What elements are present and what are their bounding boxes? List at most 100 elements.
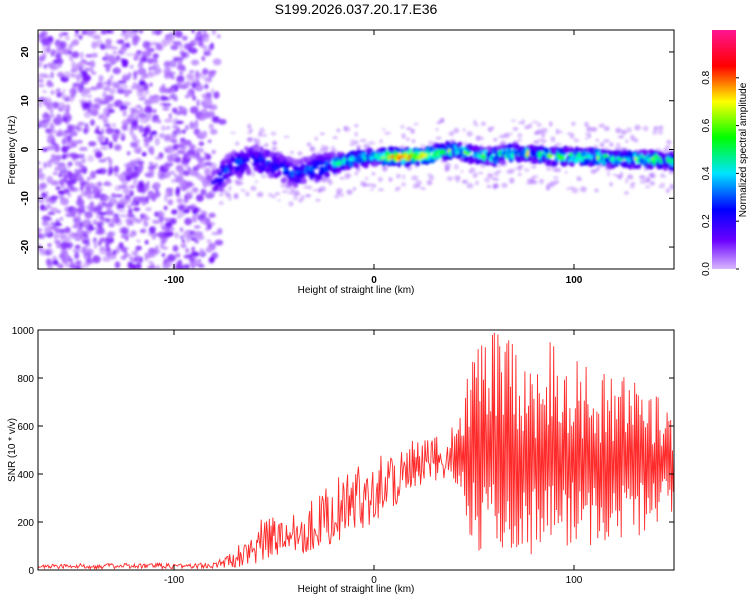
spectrogram-cell-1057	[50, 71, 54, 79]
spectrogram-cell-1672	[550, 136, 556, 143]
spectrogram-cell-1905	[259, 165, 267, 172]
spectrogram-cell-1063	[67, 238, 71, 242]
spectrogram-cell-526	[77, 212, 82, 217]
spectrogram-cell-583	[68, 43, 74, 51]
spectrogram-cell-390	[71, 51, 80, 59]
spectrogram-cell-1587	[317, 188, 322, 193]
spectrogram-cell-771	[41, 122, 49, 127]
spectrogram-cell-1710	[468, 170, 473, 174]
spectrogram-cell-1949	[279, 162, 285, 168]
spectrogram-cell-1324	[405, 137, 411, 141]
spectrogram-cell-1272	[99, 195, 106, 200]
spectrogram-cell-1369	[617, 145, 622, 151]
spectrogram-cell-1066	[136, 50, 142, 54]
spectrogram-cell-462	[129, 159, 139, 168]
spectrogram-cell-1213	[190, 143, 195, 150]
spectrogram-cell-2189	[391, 161, 398, 167]
spectrogram-cell-371	[117, 208, 126, 213]
spectrogram-cell-2166	[381, 147, 387, 152]
spectrogram-cells	[38, 30, 674, 269]
spectrogram-cell-1671	[426, 179, 433, 186]
spectrogram-cell-1062	[154, 211, 159, 217]
spectrogram-cell-605	[111, 198, 118, 205]
spectrogram-cell-1227	[100, 145, 109, 151]
spectrogram-cell-1731	[639, 175, 646, 180]
spectrogram-cell-1678	[621, 147, 629, 151]
spectrogram-cell-901	[91, 52, 98, 58]
spectrogram-cell-1291	[38, 83, 45, 88]
spectrogram-cell-1665	[559, 131, 563, 134]
spectrogram-cell-742	[38, 101, 42, 108]
spectrogram-cell-1748	[230, 131, 236, 134]
spectrogram-cell-2174	[385, 151, 391, 157]
spectrogram-cell-1036	[191, 30, 195, 34]
snr-y-tick-label-3: 600	[17, 422, 34, 433]
spectrogram-cell-1703	[300, 194, 305, 201]
spectrogram-cell-44	[38, 228, 43, 232]
spectrogram-cell-929	[157, 210, 166, 218]
spectrogram-cell-568	[117, 80, 127, 84]
spectrogram-cell-34	[53, 233, 59, 240]
spectrogram-cell-1451	[590, 169, 597, 174]
colorbar-tick-label-3: 0.6	[701, 118, 712, 132]
spectrogram-cell-1719	[336, 128, 341, 133]
spectrogram-cell-1436	[245, 191, 250, 197]
spectrogram-cell-1266	[154, 156, 163, 160]
spectrogram-cell-1780	[668, 170, 674, 175]
spectrogram-cell-1293	[79, 67, 83, 74]
spectrogram-cell-1506	[344, 173, 351, 179]
spectrogram-cell-511	[133, 74, 137, 81]
spectrogram-cell-730	[115, 194, 124, 198]
spectrogram-cell-1289	[120, 246, 128, 253]
spectrogram-cell-268	[201, 56, 205, 61]
spectrogram-cell-819	[80, 51, 84, 60]
spectrogram-cell-1627	[381, 128, 386, 131]
spectrogram-cell-1113	[176, 198, 183, 204]
spectrogram-cell-1218	[191, 255, 198, 259]
spectrogram-cell-1180	[62, 71, 72, 79]
spectrogram-cell-1656	[528, 123, 533, 129]
spectrogram-cell-1262	[82, 101, 89, 110]
spectrogram-cell-1156	[41, 30, 48, 36]
spectrogram-cell-974	[116, 246, 120, 254]
spectrogram-cell-634	[41, 215, 51, 222]
spectrogram-cell-2238	[415, 160, 420, 167]
spectrogram-cell-918	[50, 153, 56, 162]
spectrogram-cell-1817	[217, 172, 223, 177]
spectrogram-cell-1467	[594, 188, 599, 193]
spectrogram-cell-1298	[186, 206, 194, 210]
spectrogram-cell-1248	[129, 64, 134, 69]
spectrogram-cell-26	[89, 170, 97, 179]
spectrogram-cell-1116	[105, 209, 114, 216]
spectrogram-cell-610	[136, 239, 141, 243]
spectrogram-cell-1077	[169, 217, 177, 225]
spectrogram-cell-560	[177, 149, 186, 155]
spectrogram-x-tick-label-0: -100	[164, 275, 184, 286]
spectrogram-cell-578	[148, 107, 152, 114]
spectrogram-cell-1332	[378, 188, 384, 191]
spectrogram-cell-1184	[62, 249, 69, 256]
spectrogram-cell-953	[164, 66, 172, 71]
spectrogram-cell-1037	[160, 96, 169, 101]
spectrogram-cell-993	[195, 112, 200, 120]
spectrogram-cell-882	[133, 263, 142, 269]
spectrogram-cell-1240	[143, 73, 148, 77]
spectrogram-cell-1221	[182, 209, 190, 214]
spectrogram-x-tick-label-1: 0	[371, 275, 377, 286]
spectrogram-cell-382	[162, 107, 170, 111]
spectrogram-cell-2306	[446, 142, 452, 147]
spectrogram-cell-1533	[450, 130, 455, 137]
spectrogram-cell-1206	[52, 64, 56, 69]
spectrogram-cell-1811	[215, 168, 222, 174]
spectrogram-cell-1	[181, 35, 188, 41]
spectrogram-cell-1628	[475, 123, 479, 127]
spectrogram-cell-971	[152, 162, 159, 169]
spectrogram-cell-1632	[609, 182, 613, 187]
spectrogram-cell-1327	[473, 119, 477, 126]
spectrogram-cell-1662	[501, 182, 508, 188]
spectrogram-cell-1447	[642, 125, 649, 132]
spectrogram-cell-473	[127, 253, 131, 257]
spectrogram-cell-1366	[586, 126, 593, 132]
spectrogram-cell-1129	[148, 260, 153, 264]
spectrogram-cell-1215	[204, 76, 213, 83]
